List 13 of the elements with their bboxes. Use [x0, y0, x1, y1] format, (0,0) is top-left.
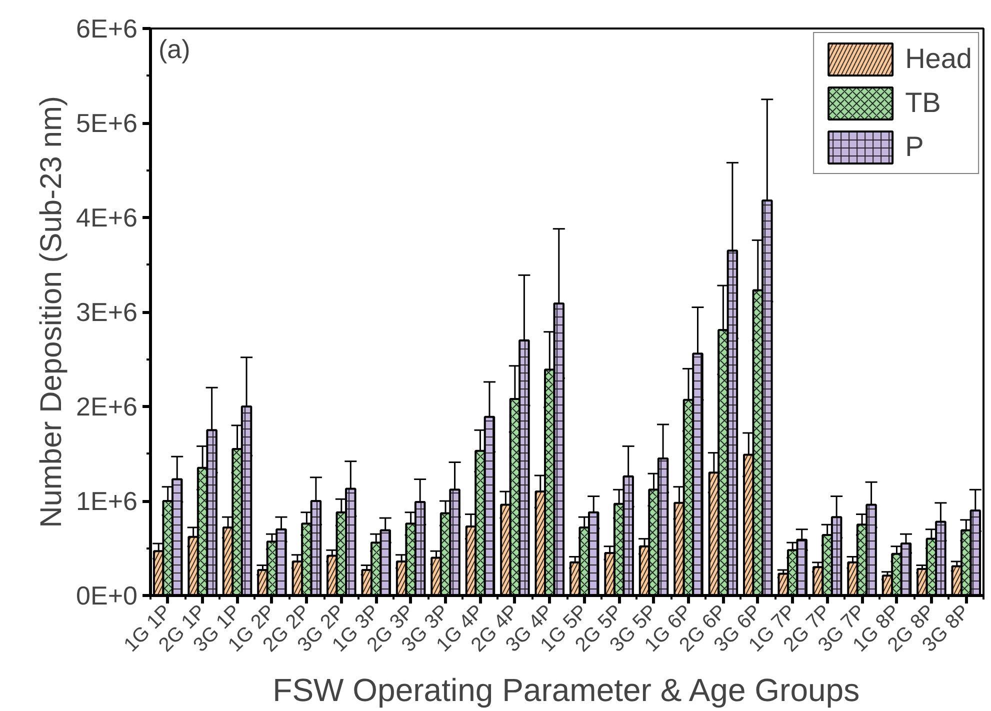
legend-label: P: [905, 131, 925, 163]
y-tick-label: 6E+6: [76, 14, 138, 44]
y-axis-title: Number Deposition (Sub-23 nm): [35, 96, 68, 528]
y-tick-label: 5E+6: [76, 108, 138, 138]
y-tick-label: 0E+0: [76, 580, 138, 610]
y-tick-label: 4E+6: [76, 202, 138, 232]
y-tick-label: 1E+6: [76, 486, 138, 516]
y-tick-label: 2E+6: [76, 392, 138, 422]
x-axis-title: FSW Operating Parameter & Age Groups: [272, 672, 860, 708]
y-tick-label: 3E+6: [76, 297, 138, 327]
legend-label: Head: [905, 43, 972, 75]
annotation: (a): [158, 34, 190, 64]
legend-label: TB: [905, 87, 941, 119]
